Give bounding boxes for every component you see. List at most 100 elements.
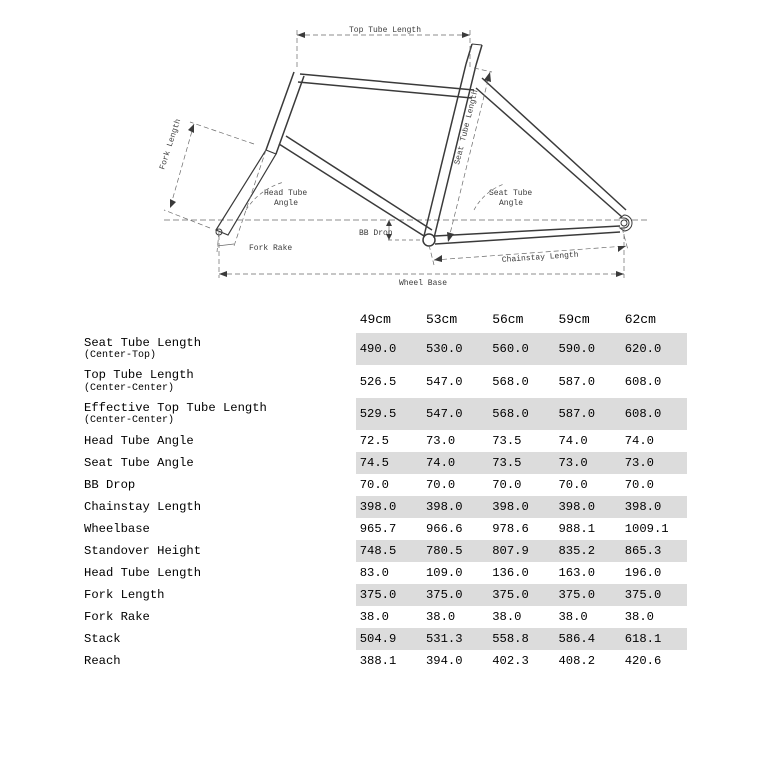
label-wheelbase: Wheel Base: [399, 279, 447, 288]
row-label-text: Stack: [84, 632, 121, 646]
cell-value: 398.0: [621, 496, 687, 518]
cell-value: 402.3: [488, 650, 554, 672]
label-head-angle-1: Head Tube: [264, 189, 307, 198]
row-label-text: Standover Height: [84, 544, 201, 558]
table-row: Seat Tube Angle74.574.073.573.073.0: [80, 452, 687, 474]
label-seat-angle-1: Seat Tube: [489, 189, 532, 198]
cell-value: 109.0: [422, 562, 488, 584]
row-label-text: Fork Rake: [84, 610, 150, 624]
cell-value: 38.0: [488, 606, 554, 628]
cell-value: 1009.1: [621, 518, 687, 540]
label-bb-drop: BB Drop: [359, 229, 393, 238]
column-header: 53cm: [422, 308, 488, 333]
table-row: Head Tube Angle72.573.073.574.074.0: [80, 430, 687, 452]
cell-value: 375.0: [422, 584, 488, 606]
page: Top Tube Length Fork Length Head Tube An…: [0, 0, 767, 767]
label-head-angle-2: Angle: [274, 199, 298, 208]
cell-value: 38.0: [422, 606, 488, 628]
cell-value: 74.0: [422, 452, 488, 474]
cell-value: 73.0: [621, 452, 687, 474]
cell-value: 398.0: [488, 496, 554, 518]
row-label: Reach: [80, 650, 356, 672]
cell-value: 73.5: [488, 452, 554, 474]
table-row: Reach388.1394.0402.3408.2420.6: [80, 650, 687, 672]
row-label-text: Chainstay Length: [84, 500, 201, 514]
cell-value: 608.0: [621, 398, 687, 430]
cell-value: 375.0: [621, 584, 687, 606]
cell-value: 375.0: [488, 584, 554, 606]
row-label: Wheelbase: [80, 518, 356, 540]
column-header: 59cm: [554, 308, 620, 333]
cell-value: 398.0: [554, 496, 620, 518]
row-label-text: Wheelbase: [84, 522, 150, 536]
cell-value: 74.0: [621, 430, 687, 452]
table-body: Seat Tube Length(Center-Top)490.0530.056…: [80, 333, 687, 672]
row-label-text: Head Tube Angle: [84, 434, 194, 448]
table-header: 49cm53cm56cm59cm62cm: [80, 308, 687, 333]
cell-value: 490.0: [356, 333, 422, 365]
cell-value: 72.5: [356, 430, 422, 452]
table-row: Wheelbase965.7966.6978.6988.11009.1: [80, 518, 687, 540]
cell-value: 73.0: [422, 430, 488, 452]
column-header: 62cm: [621, 308, 687, 333]
row-label-sub: (Center-Center): [84, 383, 352, 394]
geometry-table-wrap: 49cm53cm56cm59cm62cm Seat Tube Length(Ce…: [0, 300, 767, 672]
cell-value: 865.3: [621, 540, 687, 562]
row-label-text: Fork Length: [84, 588, 164, 602]
cell-value: 547.0: [422, 398, 488, 430]
label-seat-angle-2: Angle: [499, 199, 523, 208]
cell-value: 530.0: [422, 333, 488, 365]
cell-value: 420.6: [621, 650, 687, 672]
row-label: Seat Tube Angle: [80, 452, 356, 474]
table-row: Fork Length375.0375.0375.0375.0375.0: [80, 584, 687, 606]
cell-value: 375.0: [356, 584, 422, 606]
cell-value: 965.7: [356, 518, 422, 540]
cell-value: 531.3: [422, 628, 488, 650]
cell-value: 587.0: [554, 398, 620, 430]
cell-value: 398.0: [422, 496, 488, 518]
geometry-table: 49cm53cm56cm59cm62cm Seat Tube Length(Ce…: [80, 308, 687, 672]
cell-value: 74.0: [554, 430, 620, 452]
row-label-text: Seat Tube Length: [84, 336, 201, 350]
cell-value: 70.0: [422, 474, 488, 496]
cell-value: 618.1: [621, 628, 687, 650]
cell-value: 560.0: [488, 333, 554, 365]
row-label-text: Effective Top Tube Length: [84, 401, 267, 415]
cell-value: 70.0: [621, 474, 687, 496]
bike-frame-svg: Top Tube Length Fork Length Head Tube An…: [104, 10, 664, 290]
table-row: Chainstay Length398.0398.0398.0398.0398.…: [80, 496, 687, 518]
cell-value: 375.0: [554, 584, 620, 606]
cell-value: 38.0: [554, 606, 620, 628]
cell-value: 163.0: [554, 562, 620, 584]
cell-value: 568.0: [488, 398, 554, 430]
table-row: Stack 504.9531.3558.8586.4618.1: [80, 628, 687, 650]
row-label: Fork Rake: [80, 606, 356, 628]
cell-value: 73.5: [488, 430, 554, 452]
cell-value: 38.0: [621, 606, 687, 628]
cell-value: 408.2: [554, 650, 620, 672]
row-label: Stack: [80, 628, 356, 650]
table-row: Effective Top Tube Length(Center-Center)…: [80, 398, 687, 430]
column-header: 49cm: [356, 308, 422, 333]
label-fork-length: Fork Length: [158, 118, 183, 171]
row-label-text: Seat Tube Angle: [84, 456, 194, 470]
cell-value: 196.0: [621, 562, 687, 584]
cell-value: 504.9: [356, 628, 422, 650]
cell-value: 70.0: [356, 474, 422, 496]
cell-value: 586.4: [554, 628, 620, 650]
row-label-text: Top Tube Length: [84, 368, 194, 382]
cell-value: 620.0: [621, 333, 687, 365]
cell-value: 558.8: [488, 628, 554, 650]
row-label: Head Tube Angle: [80, 430, 356, 452]
header-spacer: [80, 308, 356, 333]
row-label: BB Drop: [80, 474, 356, 496]
row-label-text: BB Drop: [84, 478, 135, 492]
row-label: Fork Length: [80, 584, 356, 606]
cell-value: 398.0: [356, 496, 422, 518]
row-label: Top Tube Length(Center-Center): [80, 365, 356, 397]
cell-value: 780.5: [422, 540, 488, 562]
cell-value: 590.0: [554, 333, 620, 365]
row-label: Head Tube Length: [80, 562, 356, 584]
cell-value: 70.0: [554, 474, 620, 496]
cell-value: 83.0: [356, 562, 422, 584]
